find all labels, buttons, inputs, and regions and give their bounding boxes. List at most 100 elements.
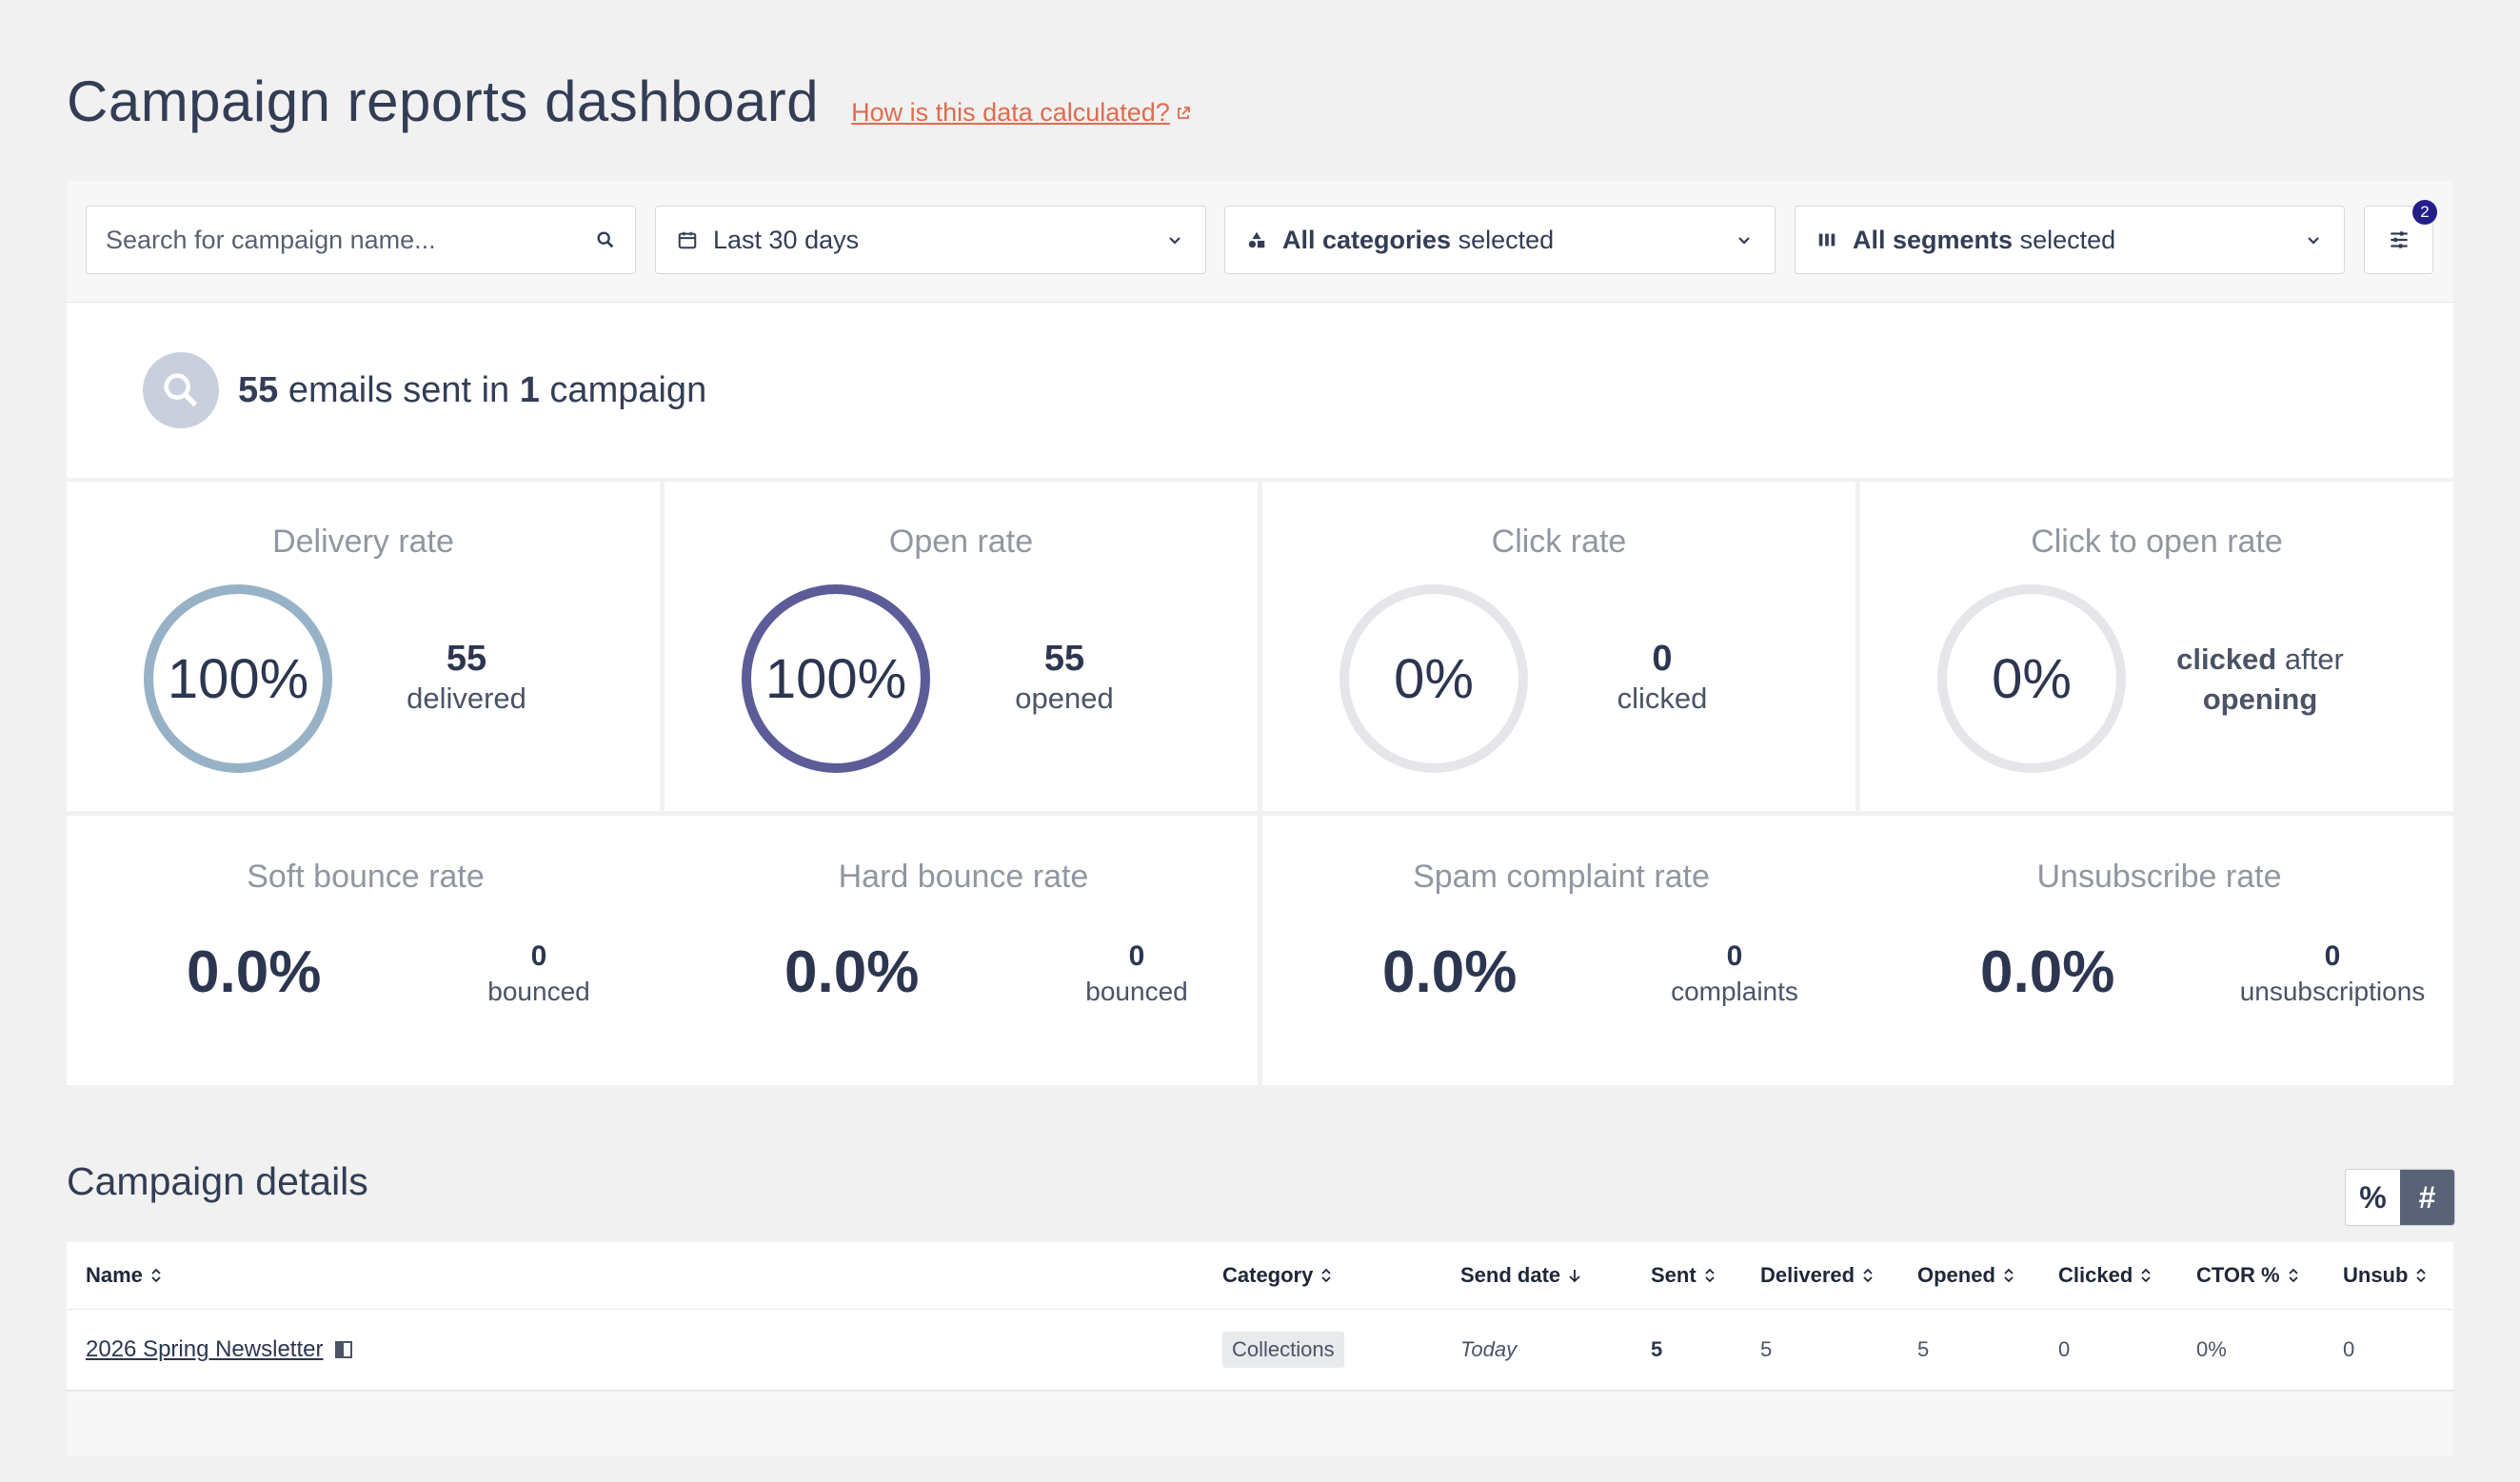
sort-icon [151, 1268, 161, 1283]
campaign-name-link[interactable]: 2026 Spring Newsletter [86, 1336, 324, 1362]
metric-value: 0% [1394, 647, 1474, 710]
hard-bounce-title: Hard bounce rate [838, 859, 1089, 895]
search-placeholder: Search for campaign name... [106, 225, 436, 254]
metric-title: Open rate [888, 524, 1034, 560]
table-header: Name Category Send date Sent Delivered O… [67, 1242, 2453, 1310]
sort-desc-icon [1569, 1270, 1580, 1283]
bounce-panel [67, 816, 1258, 1085]
soft-bounce-title: Soft bounce rate [247, 859, 485, 895]
segments-value: All segments selected [1853, 225, 2116, 254]
metric-unit: unsubscriptions [2239, 977, 2426, 1006]
help-link[interactable]: How is this data calculated? [851, 98, 1191, 128]
chevron-down-icon [1169, 237, 1181, 245]
click-ring: 0% [1339, 583, 1529, 774]
column-ctor[interactable]: CTOR % [2196, 1242, 2299, 1309]
book-icon[interactable] [334, 1339, 353, 1360]
categories-value: All categories selected [1282, 225, 1555, 254]
unsubscribe-title: Unsubscribe rate [2036, 859, 2282, 895]
open-ring: 100% [741, 583, 931, 774]
metric-count: 0 [1652, 639, 1673, 679]
date-range-value: Last 30 days [713, 225, 860, 254]
sort-icon [1321, 1268, 1331, 1283]
sliders-icon [2390, 231, 2408, 248]
unsubscribe-count-block: 0 unsubscriptions [2218, 940, 2447, 1007]
spam-complaint-count-block: 0 complaints [1620, 940, 1849, 1007]
table-row: 2026 Spring Newsletter Collections Today… [67, 1310, 2453, 1391]
percent-toggle-button[interactable]: % [2346, 1170, 2400, 1225]
search-icon [597, 231, 614, 248]
ctor-cell: 0% [2196, 1337, 2227, 1361]
metric-count: 0 [1726, 940, 1743, 972]
active-filters-badge: 2 [2412, 200, 2437, 225]
delivery-ring: 100% [143, 583, 333, 774]
column-category[interactable]: Category [1222, 1242, 1332, 1309]
delivery-rate-card: Delivery rate 100% 55 delivered [67, 482, 660, 811]
summary-text: 55 emails sent in 1 campaign [238, 369, 707, 410]
metric-count-block: 55 delivered [362, 639, 571, 716]
metric-count: 55 [1043, 639, 1085, 679]
metric-unit: delivered [407, 682, 526, 715]
column-opened[interactable]: Opened [1917, 1242, 2014, 1309]
sort-icon [2141, 1268, 2151, 1283]
complaints-panel [1262, 816, 2453, 1085]
column-name[interactable]: Name [86, 1242, 162, 1309]
column-delivered[interactable]: Delivered [1760, 1242, 1874, 1309]
campaign-name-cell: 2026 Spring Newsletter [86, 1310, 353, 1390]
sent-cell: 5 [1651, 1337, 1663, 1361]
delivered-cell: 5 [1760, 1337, 1773, 1361]
summary-panel: 55 emails sent in 1 campaign [67, 303, 2453, 478]
metric-unit: bounced [487, 977, 590, 1006]
soft-bounce-value: 0.0% [187, 939, 322, 1005]
column-unsub[interactable]: Unsub [2343, 1242, 2427, 1309]
metric-count-block: 55 opened [960, 639, 1169, 716]
metric-value: 100% [167, 647, 309, 710]
page-header: Campaign reports dashboard How is this d… [67, 69, 1191, 134]
hard-bounce-count-block: 0 bounced [1022, 940, 1251, 1007]
display-mode-toggle: % # [2345, 1169, 2455, 1226]
metric-unit: clicked [1617, 682, 1708, 715]
metric-count: 0 [530, 940, 547, 972]
hard-bounce-value: 0.0% [784, 939, 920, 1005]
column-clicked[interactable]: Clicked [2058, 1242, 2152, 1309]
campaign-search-input[interactable]: Search for campaign name... [86, 206, 636, 274]
count-toggle-button[interactable]: # [2400, 1170, 2454, 1225]
segments-dropdown[interactable]: All segments selected [1795, 206, 2345, 274]
table-footer [67, 1391, 2453, 1456]
metric-unit: opened [1015, 682, 1114, 715]
unsub-cell: 0 [2343, 1337, 2355, 1361]
click-to-open-rate-card: Click to open rate 0% clicked after openi… [1860, 482, 2453, 811]
filter-settings-button[interactable]: 2 [2364, 200, 2437, 274]
sort-icon [1705, 1268, 1715, 1283]
ctor-ring: 0% [1936, 583, 2127, 774]
help-link-label: How is this data calculated? [851, 98, 1170, 127]
sort-icon [1863, 1268, 1873, 1283]
metric-count: 0 [2324, 940, 2341, 972]
chevron-down-icon [2308, 237, 2319, 245]
categories-dropdown[interactable]: All categories selected [1224, 206, 1776, 274]
metrics-grid: Delivery rate 100% 55 delivered Open rat… [67, 482, 2453, 1085]
category-tag: Collections [1222, 1332, 1344, 1368]
column-sent[interactable]: Sent [1651, 1242, 1716, 1309]
campaign-details-title: Campaign details [67, 1159, 368, 1203]
page-title: Campaign reports dashboard [67, 69, 820, 133]
category-cell: Collections [1222, 1310, 1344, 1390]
unsubscribe-value: 0.0% [1980, 939, 2115, 1005]
sort-icon [2416, 1268, 2427, 1283]
campaign-table: Name Category Send date Sent Delivered O… [67, 1242, 2453, 1456]
metric-count: 55 [446, 639, 487, 679]
calendar-icon [678, 231, 697, 249]
metric-count-block: 0 clicked [1558, 639, 1767, 716]
opened-cell: 5 [1917, 1337, 1930, 1361]
sort-icon [2288, 1268, 2298, 1283]
open-rate-card: Open rate 100% 55 opened [665, 482, 1258, 811]
external-link-icon [1177, 106, 1190, 119]
metric-title: Click to open rate [2031, 524, 2283, 560]
sort-icon [2004, 1268, 2014, 1283]
metric-value: 0% [1992, 647, 2072, 710]
click-rate-card: Click rate 0% 0 clicked [1262, 482, 1855, 811]
date-range-dropdown[interactable]: Last 30 days [655, 206, 1206, 274]
metric-title: Click rate [1491, 524, 1627, 560]
column-send-date[interactable]: Send date [1460, 1242, 1581, 1309]
metric-unit: complaints [1671, 977, 1798, 1006]
soft-bounce-count-block: 0 bounced [425, 940, 653, 1007]
